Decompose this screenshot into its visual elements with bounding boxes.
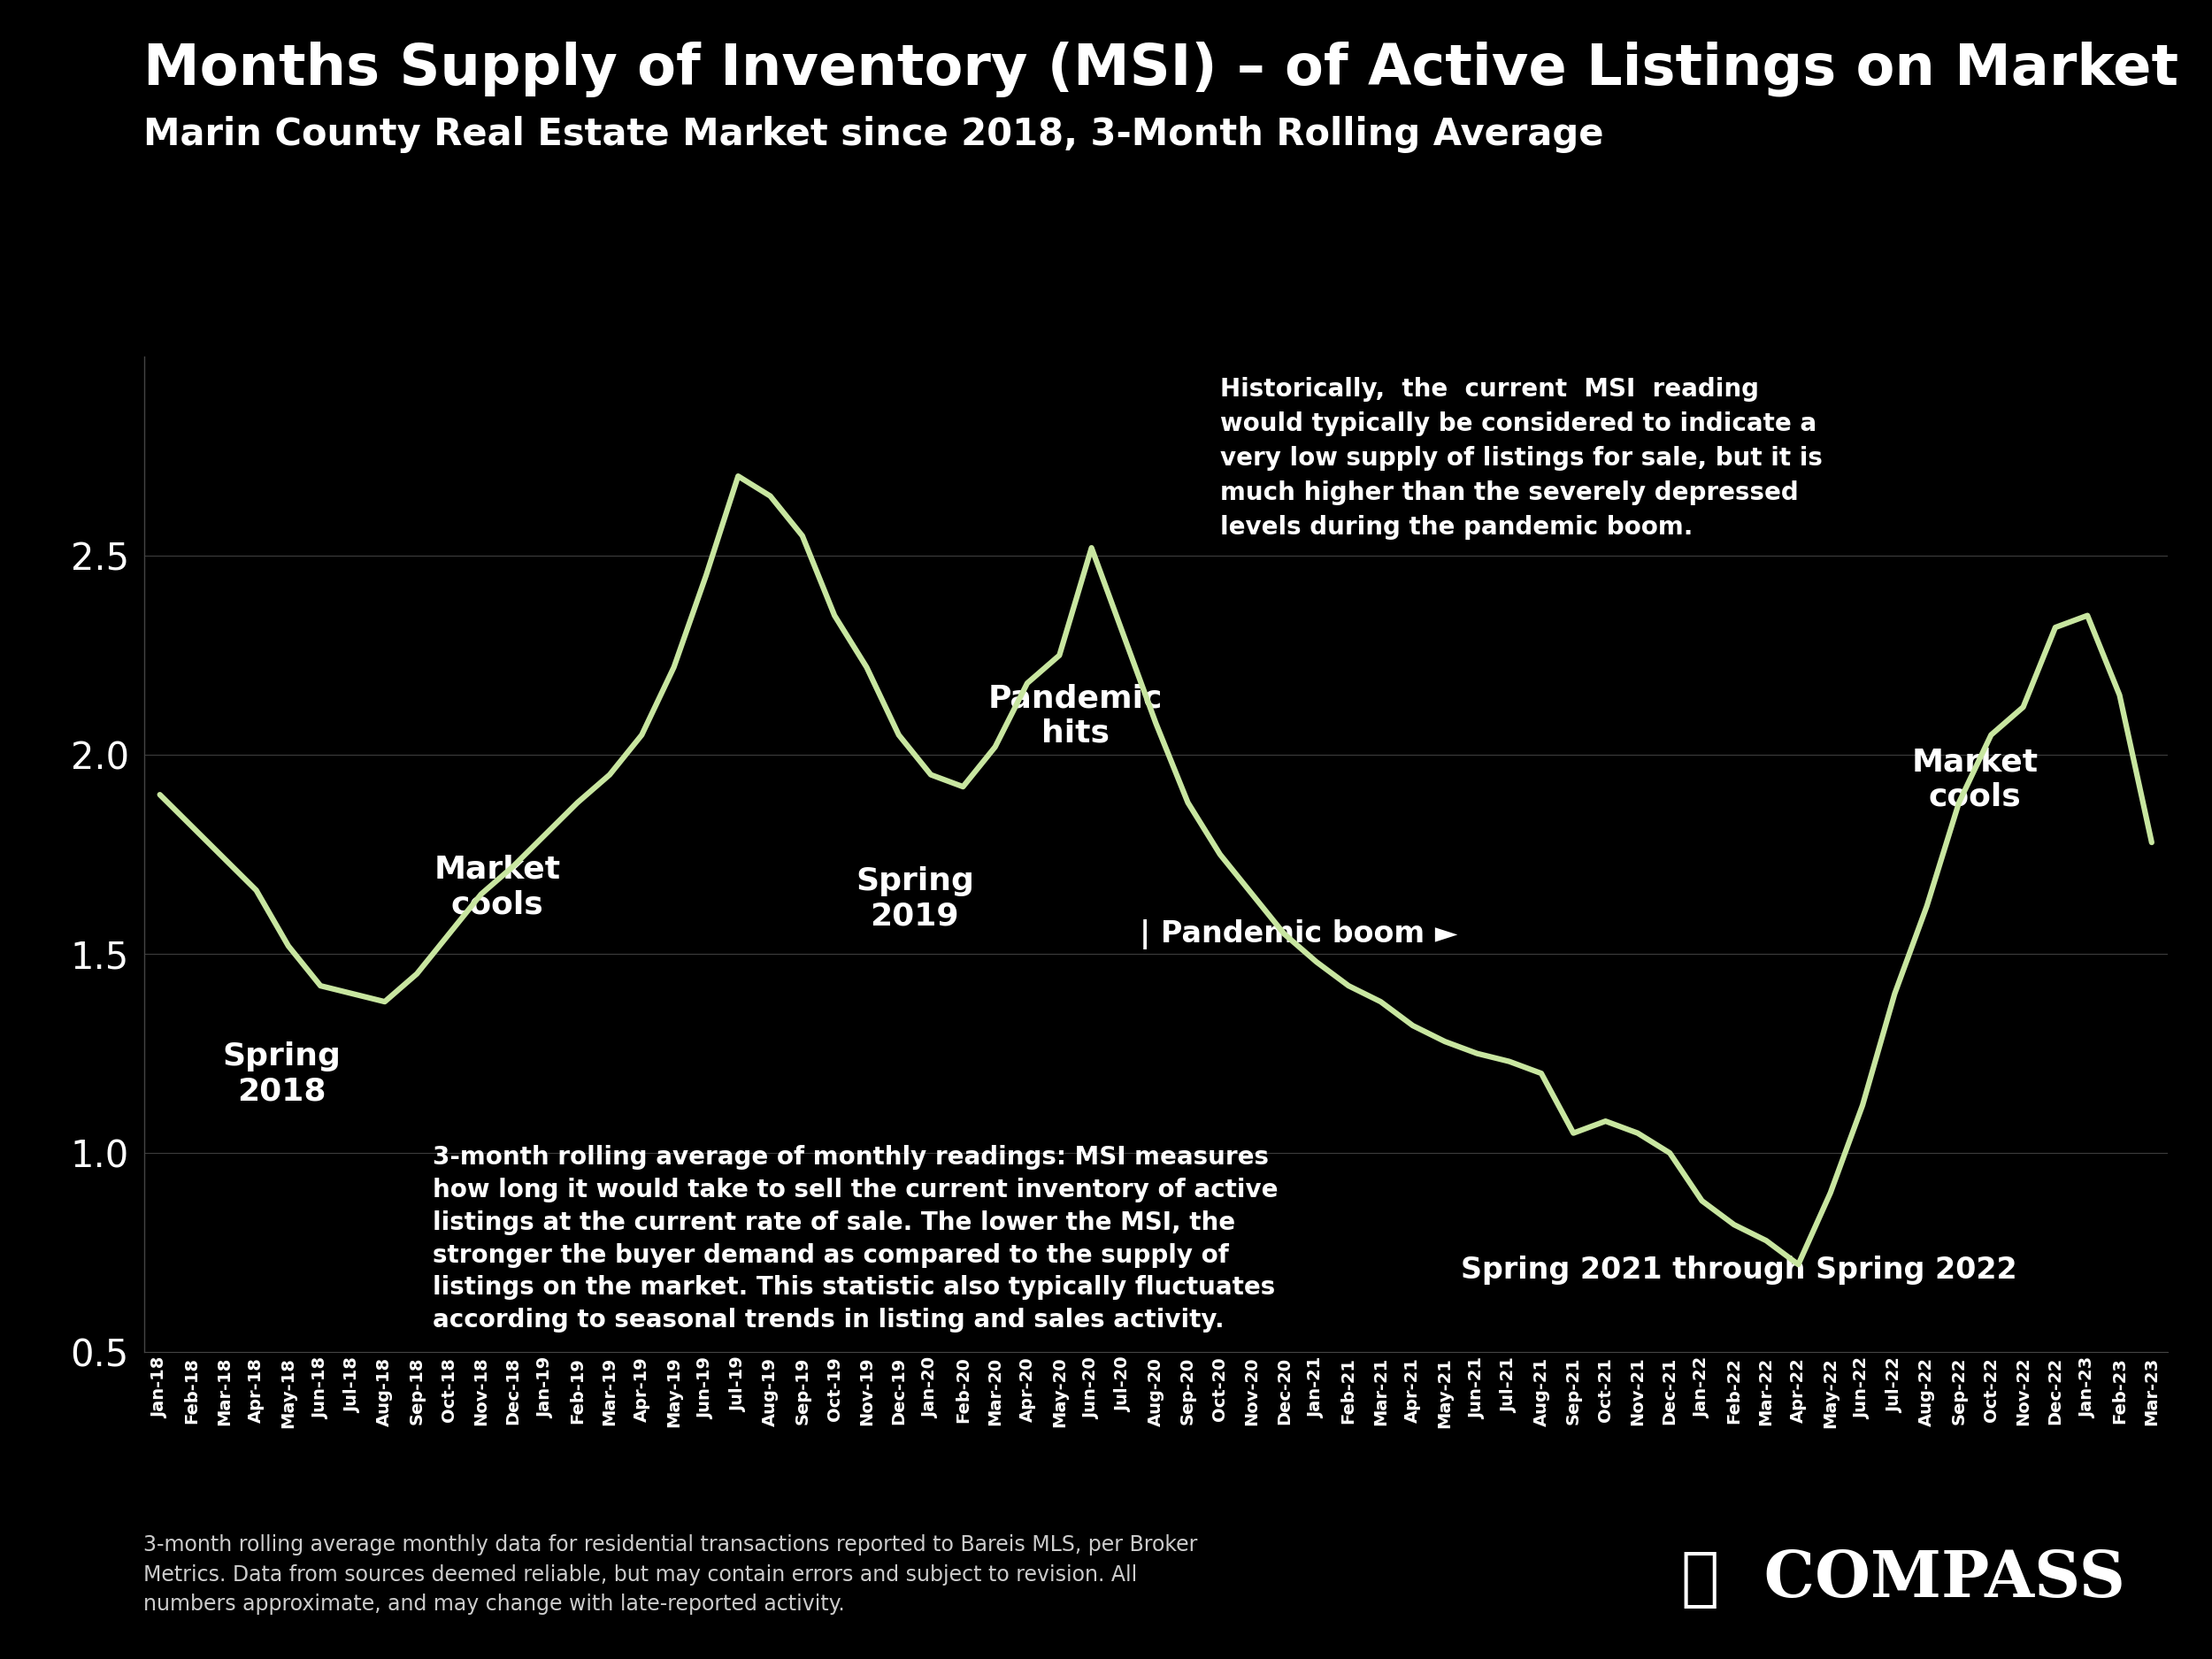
Text: 3-month rolling average of monthly readings: MSI measures
how long it would take: 3-month rolling average of monthly readi…: [434, 1145, 1279, 1332]
Text: Pandemic
hits: Pandemic hits: [989, 684, 1164, 748]
Text: Spring
2018: Spring 2018: [223, 1042, 341, 1107]
Text: Marin County Real Estate Market since 2018, 3-Month Rolling Average: Marin County Real Estate Market since 20…: [144, 116, 1604, 153]
Text: 3-month rolling average monthly data for residential transactions reported to Ba: 3-month rolling average monthly data for…: [144, 1535, 1199, 1616]
Text: Months Supply of Inventory (MSI) – of Active Listings on Market: Months Supply of Inventory (MSI) – of Ac…: [144, 41, 2179, 98]
Text: | Pandemic boom ►: | Pandemic boom ►: [1139, 919, 1458, 949]
Text: Historically,  the  current  MSI  reading
would typically be considered to indic: Historically, the current MSI reading wo…: [1221, 377, 1823, 539]
Text: ⦿  COMPASS: ⦿ COMPASS: [1681, 1548, 2126, 1611]
Text: Market
cools: Market cools: [1911, 747, 2037, 811]
Text: Spring 2021 through Spring 2022: Spring 2021 through Spring 2022: [1460, 1256, 2017, 1284]
Text: Market
cools: Market cools: [434, 854, 560, 919]
Text: Spring
2019: Spring 2019: [856, 866, 973, 931]
